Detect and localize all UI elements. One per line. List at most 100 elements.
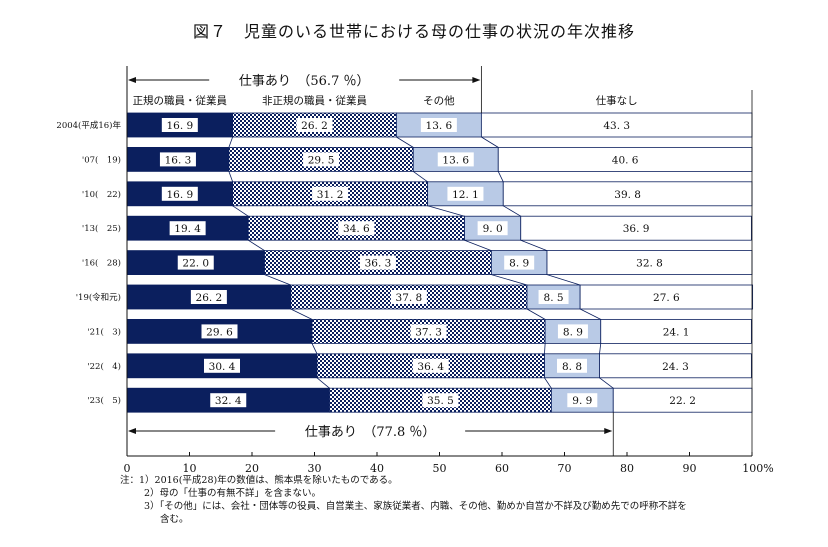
- data-label: 31. 2: [317, 189, 344, 201]
- connector-line: [579, 308, 601, 320]
- category-label: '07( 19): [82, 154, 121, 165]
- data-label-box: [420, 118, 457, 132]
- footnotes: 注：1）2016(平成28)年の数値は、熊本県を除いたものである。 2）母の「仕…: [120, 474, 687, 526]
- connector-line: [311, 343, 318, 354]
- x-tick-label: 50: [433, 462, 447, 475]
- data-label-box: [598, 118, 635, 132]
- data-label: 29. 5: [308, 154, 335, 166]
- data-label-box: [648, 290, 685, 304]
- data-label-box: [618, 221, 655, 236]
- x-tick-label: 20: [245, 462, 259, 475]
- data-label-box: [422, 393, 459, 408]
- data-label: 26. 2: [196, 292, 223, 304]
- data-label: 29. 6: [206, 326, 233, 338]
- data-label-box: [477, 221, 508, 236]
- data-label-box: [437, 152, 474, 167]
- data-label: 19. 4: [174, 223, 201, 235]
- note-3-cont: 含む。: [160, 514, 189, 525]
- data-label-box: [296, 118, 333, 132]
- note-1: 注：1）2016(平成28)年の数値は、熊本県を除いたものである。: [120, 475, 398, 486]
- data-label-box: [557, 324, 588, 339]
- legend-label: 非正規の職員・従業員: [262, 94, 367, 107]
- connector-line: [546, 274, 581, 286]
- data-label-box: [204, 358, 240, 373]
- note-2: 2）母の「仕事の有無不詳」を含まない。: [144, 488, 322, 499]
- data-label: 37. 8: [396, 292, 423, 304]
- data-label-box: [161, 118, 198, 132]
- data-label-box: [447, 186, 484, 201]
- top-bracket-arrow-right-icon: [472, 77, 481, 83]
- data-label: 43. 3: [603, 120, 630, 132]
- connector-line: [248, 239, 265, 251]
- x-tick-label: 60: [495, 462, 509, 475]
- data-label-box: [631, 255, 668, 270]
- data-label: 22. 2: [669, 395, 696, 407]
- data-label: 8. 9: [509, 258, 529, 270]
- data-label: 8. 5: [544, 292, 564, 304]
- x-tick-label: 0: [124, 462, 131, 475]
- data-label-box: [201, 324, 238, 339]
- data-label: 32. 8: [636, 258, 663, 270]
- data-label: 24. 1: [663, 326, 690, 338]
- data-label: 39. 8: [614, 189, 641, 201]
- x-tick-label: 80: [620, 462, 634, 475]
- data-label: 9. 9: [572, 395, 592, 407]
- connector-line: [497, 171, 504, 182]
- category-label: '19(令和元): [76, 292, 121, 303]
- bar-segment: [526, 284, 581, 310]
- data-label-box: [538, 290, 569, 304]
- connector-line: [599, 377, 614, 389]
- data-label: 16. 3: [165, 154, 192, 166]
- legend-label: その他: [423, 94, 455, 107]
- x-tick-label: 100%: [742, 462, 773, 475]
- connector-line: [228, 136, 234, 148]
- data-label: 36. 3: [365, 258, 392, 270]
- connector-line: [544, 377, 552, 389]
- category-label: '13( 25): [82, 223, 121, 234]
- data-label: 13. 6: [426, 120, 453, 132]
- data-label-box: [609, 186, 646, 201]
- data-label: 16. 9: [166, 189, 193, 201]
- data-label-box: [567, 393, 598, 408]
- connector-line: [481, 136, 499, 148]
- data-label-box: [210, 393, 247, 408]
- data-label: 9. 0: [483, 223, 503, 235]
- category-label: '21( 3): [87, 326, 121, 337]
- data-label-box: [412, 358, 449, 373]
- data-label: 35. 5: [427, 395, 454, 407]
- top-bracket-arrow-left-icon: [128, 77, 136, 83]
- data-label-box: [658, 324, 695, 339]
- category-label: '16( 28): [82, 258, 121, 269]
- data-label: 16. 9: [166, 120, 193, 132]
- legend-label: 正規の職員・従業員: [133, 94, 228, 107]
- connector-line: [232, 205, 249, 217]
- data-label: 36. 9: [623, 223, 650, 235]
- note-3: 3）「その他」には、会社・団体等の役員、自営業主、家族従業者、内職、その他、勤め…: [144, 501, 687, 512]
- bottom-bracket-arrow-right-icon: [604, 428, 613, 434]
- bottom-bracket-arrow-left-icon: [128, 428, 136, 434]
- legend-label: 仕事なし: [596, 94, 638, 107]
- category-label: '10( 22): [82, 189, 121, 200]
- data-label-box: [303, 152, 340, 167]
- data-label: 32. 4: [215, 395, 242, 407]
- data-label-box: [390, 290, 427, 304]
- data-label: 12. 1: [452, 189, 479, 201]
- data-label: 8. 8: [562, 361, 582, 373]
- data-label-box: [504, 255, 535, 270]
- data-label-box: [338, 221, 375, 236]
- connector-line: [503, 205, 521, 217]
- data-label-box: [410, 324, 447, 339]
- data-label-box: [657, 358, 694, 373]
- data-label: 40. 6: [612, 154, 639, 166]
- connector-line: [599, 343, 602, 354]
- data-label: 34. 6: [343, 223, 370, 235]
- data-label: 30. 4: [209, 361, 236, 373]
- bar-segment: [490, 250, 548, 276]
- x-tick-label: 90: [683, 462, 697, 475]
- connector-line: [316, 377, 330, 389]
- connector-line: [413, 171, 428, 183]
- data-label-box: [607, 152, 644, 167]
- data-label-box: [359, 255, 396, 270]
- connector-line: [520, 239, 548, 251]
- connector-line: [491, 274, 528, 286]
